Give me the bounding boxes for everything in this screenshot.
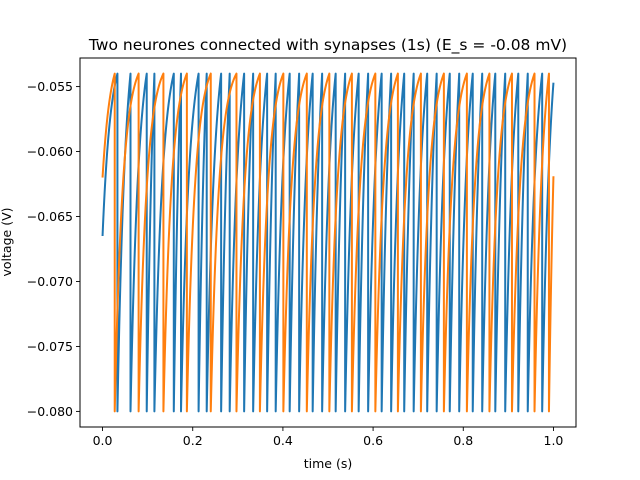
axes-frame	[79, 57, 577, 428]
x-tick-label: 0.6	[363, 433, 383, 448]
y-tick-label: −0.060	[27, 144, 73, 159]
plot-area	[101, 72, 555, 413]
y-tick-label: −0.070	[27, 274, 73, 289]
x-tick-label: 0.2	[183, 433, 203, 448]
series-line-1	[101, 72, 555, 413]
y-tick-label: −0.065	[27, 209, 73, 224]
y-tick-label: −0.080	[27, 404, 73, 419]
y-tick-label: −0.075	[27, 339, 73, 354]
x-tick-label: 1.0	[544, 433, 564, 448]
y-axis-label: voltage (V)	[0, 208, 14, 277]
x-tick-label: 0.0	[93, 433, 113, 448]
y-tick-label: −0.055	[27, 79, 73, 94]
x-axis: 0.0 0.2 0.4 0.6 0.8 1.0	[93, 427, 564, 448]
x-axis-label: time (s)	[304, 456, 352, 471]
x-tick-label: 0.4	[273, 433, 293, 448]
y-axis: −0.080 −0.075 −0.070 −0.065 −0.060 −0.055	[27, 79, 80, 419]
x-tick-label: 0.8	[453, 433, 473, 448]
series-line-2	[101, 72, 555, 413]
chart-title: Two neurones connected with synapses (1s…	[88, 36, 567, 55]
